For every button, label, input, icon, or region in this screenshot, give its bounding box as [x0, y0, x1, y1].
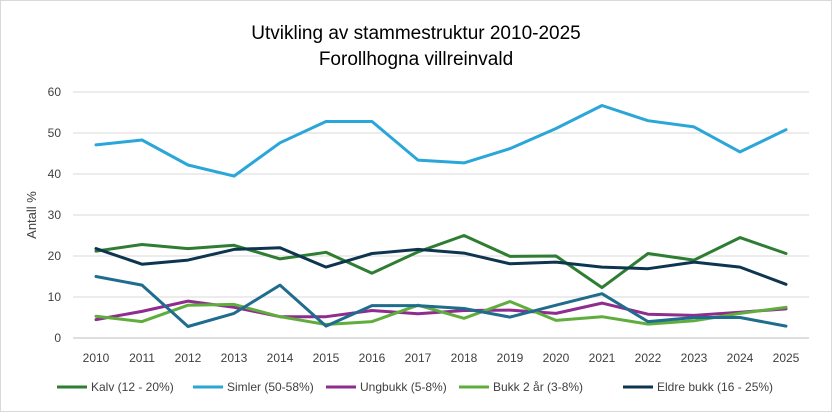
x-tick-label: 2019 — [497, 351, 524, 365]
series-line-unlabeled-5 — [94, 275, 788, 328]
legend-label: Simler (50-58%) — [227, 380, 314, 394]
x-tick-label: 2017 — [405, 351, 432, 365]
x-tick-label: 2021 — [589, 351, 616, 365]
y-tick-label: 10 — [48, 290, 62, 304]
x-tick-label: 2020 — [543, 351, 570, 365]
x-tick-label: 2023 — [681, 351, 708, 365]
x-tick-label: 2014 — [267, 351, 294, 365]
x-tick-label: 2015 — [313, 351, 340, 365]
x-tick-label: 2025 — [773, 351, 800, 365]
x-tick-label: 2010 — [83, 351, 110, 365]
chart-title-line1: Utvikling av stammestruktur 2010-2025 — [251, 23, 580, 44]
y-tick-label: 0 — [54, 331, 61, 345]
series-line-bukk — [94, 300, 788, 326]
legend-label: Bukk 2 år (3-8%) — [493, 380, 583, 394]
x-tick-label: 2016 — [359, 351, 386, 365]
series-line-simler — [94, 104, 788, 178]
legend-label: Eldre bukk (16 - 25%) — [657, 380, 773, 394]
x-tick-label: 2022 — [635, 351, 662, 365]
y-tick-label: 20 — [48, 249, 62, 263]
y-tick-label: 60 — [48, 85, 62, 99]
legend-label: Kalv (12 - 20%) — [91, 380, 174, 394]
series-line-kalv — [94, 234, 788, 290]
y-axis-label: Antall % — [24, 191, 39, 239]
y-tick-label: 30 — [48, 208, 62, 222]
y-tick-label: 40 — [48, 167, 62, 181]
legend: Kalv (12 - 20%) Simler (50-58%) Ungbukk (5… — [57, 380, 773, 394]
x-tick-labels: 2010 2011 2012 2013 2014 2015 2016 2017 2018 2019… — [83, 351, 800, 365]
series-lines — [94, 104, 788, 328]
y-tick-labels: 0 10 20 30 40 50 60 — [48, 85, 62, 345]
legend-label: Ungbukk (5-8%) — [360, 380, 447, 394]
x-tick-label: 2013 — [221, 351, 248, 365]
y-tick-label: 50 — [48, 126, 62, 140]
gridlines — [73, 91, 809, 339]
chart-title-line2: Forollhogna villreinvald — [319, 49, 513, 70]
series-line-eldre — [94, 246, 788, 286]
x-tick-label: 2011 — [129, 351, 155, 365]
x-tick-label: 2012 — [175, 351, 202, 365]
x-tick-label: 2024 — [727, 351, 754, 365]
x-tick-label: 2018 — [451, 351, 478, 365]
